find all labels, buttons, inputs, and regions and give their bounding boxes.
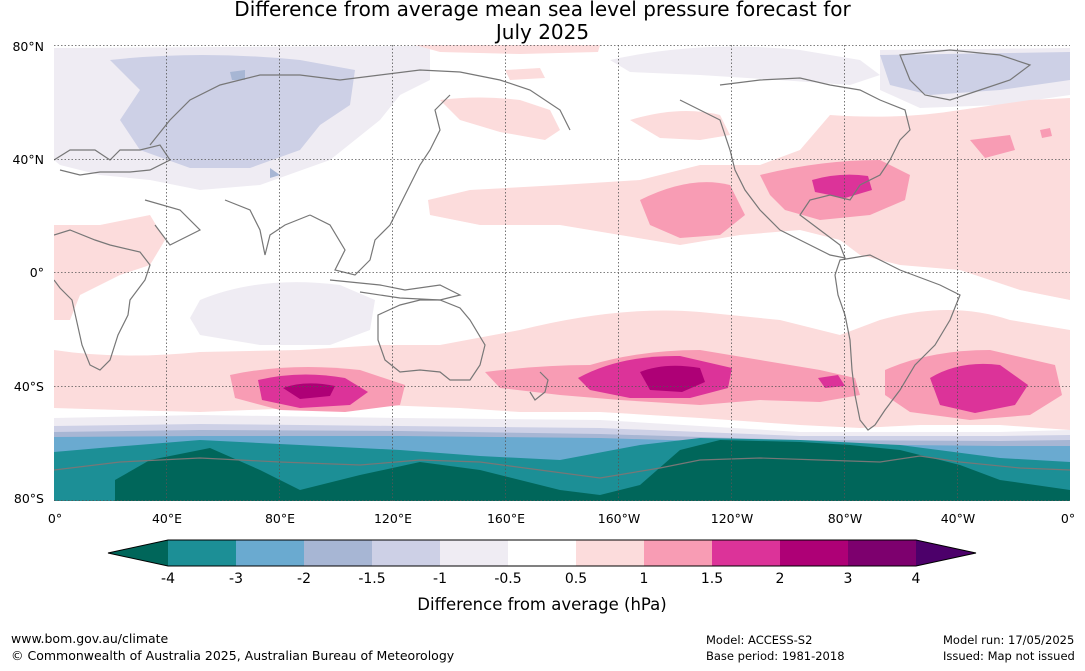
lon-label: 160°E	[487, 511, 525, 526]
coast-south-america	[834, 254, 961, 431]
legend-tick-label: -4	[161, 571, 175, 587]
copyright-text: © Commonwealth of Australia 2025, Austra…	[11, 648, 455, 663]
legend-swatch	[168, 540, 236, 566]
latitude-labels: 80°N 40°N 0° 40°S 80°S	[12, 39, 44, 506]
coast-southeast-asia	[309, 94, 451, 276]
legend-swatch	[508, 540, 576, 566]
gridlines	[54, 45, 1070, 501]
legend-swatch	[440, 540, 508, 566]
coast-antarctica	[54, 455, 1070, 479]
model-run-date: Model run: 17/05/2025	[943, 633, 1075, 647]
coast-north-america	[679, 77, 911, 259]
legend-tick-label: 1	[640, 571, 649, 587]
legend-tick-label: -1.5	[358, 571, 385, 587]
legend-label: Difference from average (hPa)	[417, 595, 666, 614]
coast-north-asia	[149, 69, 571, 146]
coast-africa	[54, 229, 151, 371]
legend-tick-label: -3	[229, 571, 243, 587]
lon-label: 80°E	[265, 511, 295, 526]
lon-label: 160°W	[598, 511, 640, 526]
lat-label: 40°S	[14, 379, 44, 394]
coast-europe	[54, 144, 171, 176]
coastlines	[54, 49, 1070, 479]
lon-label: 120°E	[374, 511, 412, 526]
base-period: Base period: 1981-2018	[706, 649, 845, 663]
legend-tick-label: -1	[433, 571, 447, 587]
legend-swatch	[644, 540, 712, 566]
legend-swatch	[372, 540, 440, 566]
lat-label: 80°S	[14, 491, 44, 506]
coast-india	[224, 199, 311, 256]
coast-arabia	[144, 199, 202, 246]
legend-ticks: -4 -3 -2 -1.5 -1 -0.5 0.5 1 1.5 2 3 4	[161, 571, 921, 587]
legend-tick-label: -0.5	[494, 571, 521, 587]
title-line-2: July 2025	[495, 20, 590, 44]
positive-anomaly-north-strong	[640, 128, 1052, 238]
title-line-1: Difference from average mean sea level p…	[234, 0, 851, 21]
legend-arrow-low	[108, 540, 168, 566]
legend-tick-label: -2	[297, 571, 311, 587]
lon-label: 0°	[48, 511, 62, 526]
model-name: Model: ACCESS-S2	[706, 633, 813, 647]
lon-label: 40°E	[152, 511, 182, 526]
map-title: Difference from average mean sea level p…	[0, 0, 1085, 44]
legend-swatch	[848, 540, 916, 566]
legend-arrow-high	[916, 540, 976, 566]
negative-anomaly-antarctic	[54, 415, 1070, 501]
legend-outline	[107, 539, 977, 567]
legend-swatch	[712, 540, 780, 566]
legend-tick-label: 2	[776, 571, 785, 587]
lat-label: 80°N	[12, 39, 44, 54]
legend-tick-label: 4	[912, 571, 921, 587]
map-plot-area	[54, 45, 1070, 501]
coast-australia	[377, 299, 486, 381]
issued-status: Issued: Map not issued	[943, 649, 1075, 663]
legend-tick-label: 0.5	[565, 571, 587, 587]
legend-swatch	[236, 540, 304, 566]
legend-tick-label: 1.5	[701, 571, 723, 587]
lon-label: 40°W	[941, 511, 976, 526]
coast-indonesia	[329, 279, 462, 301]
longitude-labels: 0° 40°E 80°E 120°E 160°E 160°W 120°W 80°…	[48, 511, 1075, 526]
coast-greenland	[899, 49, 1032, 101]
lon-label: 120°W	[711, 511, 753, 526]
legend-swatch	[576, 540, 644, 566]
positive-anomaly-south-band	[54, 310, 1070, 430]
lon-label: 80°W	[828, 511, 863, 526]
legend-swatch	[780, 540, 848, 566]
positive-anomaly-north	[54, 45, 1070, 320]
lat-label: 0°	[30, 265, 44, 280]
negative-anomaly-indian-ocean	[190, 282, 375, 345]
lat-label: 40°N	[12, 152, 44, 167]
coast-new-zealand	[529, 371, 549, 401]
website-link[interactable]: www.bom.gov.au/climate	[11, 631, 169, 646]
lon-label: 0°	[1061, 511, 1075, 526]
legend-tick-label: 3	[844, 571, 853, 587]
colour-legend: -4 -3 -2 -1.5 -1 -0.5 0.5 1 1.5 2 3 4 Di…	[107, 539, 977, 614]
legend-swatch	[304, 540, 372, 566]
